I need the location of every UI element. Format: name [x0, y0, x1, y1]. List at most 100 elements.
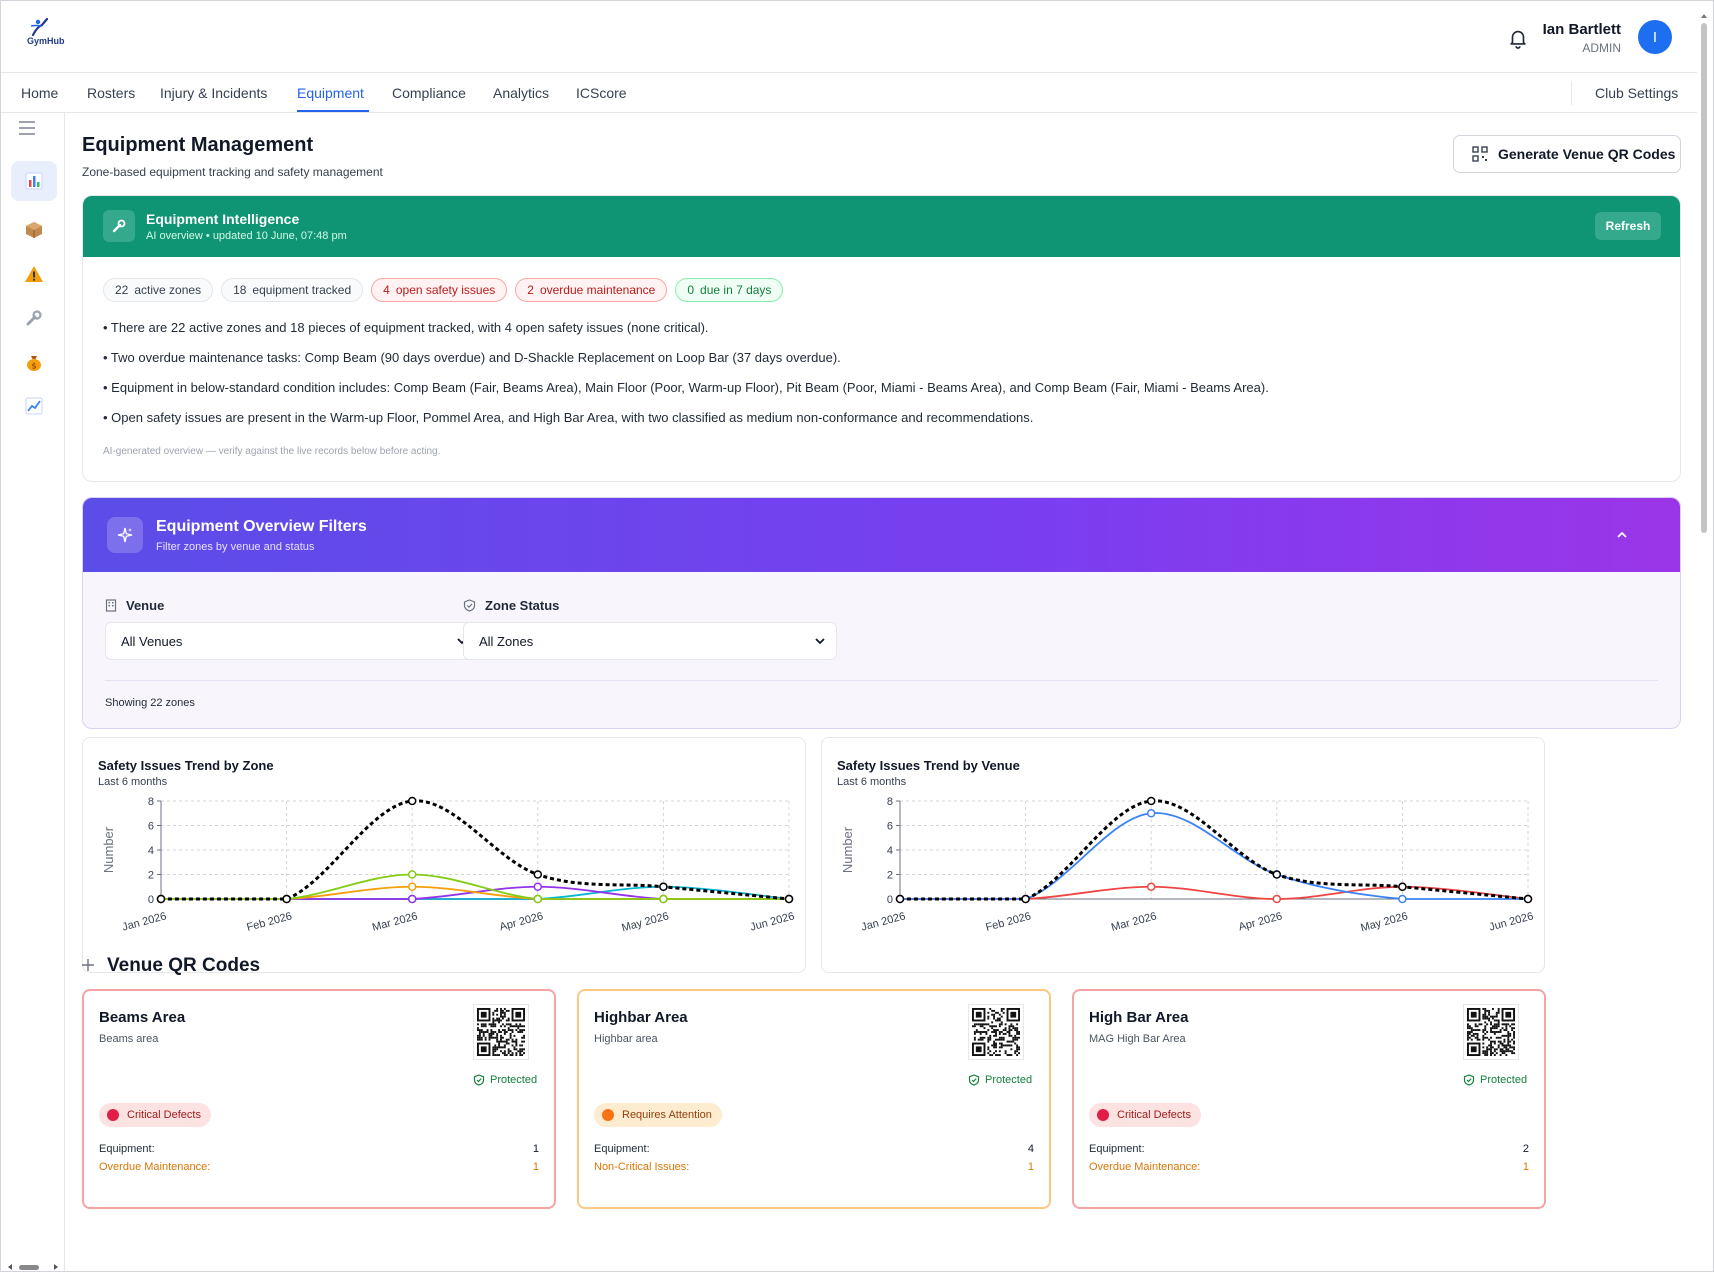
- qr-module: [1490, 1023, 1492, 1026]
- qr-module: [993, 1029, 996, 1032]
- venue-select[interactable]: All Venues: [105, 622, 479, 660]
- qr-module: [1486, 1054, 1489, 1056]
- qr-finder: [515, 1011, 522, 1018]
- sidebar-maintenance[interactable]: [11, 298, 57, 338]
- sidebar-finance[interactable]: $: [11, 342, 57, 382]
- qr-code[interactable]: [1463, 1004, 1519, 1060]
- y-axis-label: Number: [840, 826, 855, 873]
- nav-equipment[interactable]: Equipment: [297, 85, 364, 101]
- sidebar-trends[interactable]: [11, 386, 57, 426]
- chevron-up-icon[interactable]: [1610, 523, 1634, 547]
- gymhub-logo[interactable]: GymHub: [27, 17, 75, 53]
- qr-finder: [975, 1011, 982, 1018]
- qr-module: [1513, 1042, 1515, 1045]
- qr-module: [521, 1044, 524, 1047]
- vertical-scrollbar[interactable]: [1698, 11, 1710, 1263]
- qr-module: [505, 1009, 508, 1012]
- data-point: [784, 894, 794, 904]
- qr-module: [509, 1023, 512, 1026]
- refresh-button[interactable]: Refresh: [1595, 212, 1661, 240]
- venue-card[interactable]: Beams Area Beams area Protected Critical…: [82, 989, 556, 1209]
- qr-module: [1004, 1050, 1007, 1053]
- qr-module: [1484, 1017, 1487, 1020]
- qr-module: [1501, 1048, 1504, 1051]
- qr-module: [1488, 1013, 1491, 1016]
- qr-module: [1016, 1044, 1019, 1047]
- nav-compliance[interactable]: Compliance: [392, 85, 466, 101]
- expand-plus-icon[interactable]: [81, 958, 95, 972]
- nav-rosters[interactable]: Rosters: [87, 85, 136, 101]
- filters-header[interactable]: Equipment Overview Filters Filter zones …: [83, 498, 1680, 572]
- qr-module: [1014, 1034, 1017, 1037]
- qr-module: [1505, 1023, 1508, 1026]
- qr-module: [519, 1023, 522, 1026]
- qr-module: [496, 1009, 499, 1012]
- qr-module: [1501, 1023, 1504, 1026]
- qr-module: [1016, 1036, 1019, 1039]
- qr-code[interactable]: [968, 1004, 1024, 1060]
- qr-module: [490, 1031, 493, 1033]
- nav-injury-incidents[interactable]: Injury & Incidents: [160, 85, 268, 101]
- qr-module: [1490, 1042, 1492, 1045]
- avatar[interactable]: I: [1638, 20, 1672, 54]
- venue-card[interactable]: High Bar Area MAG High Bar Area Protecte…: [1072, 989, 1546, 1209]
- sidebar-equipment[interactable]: [11, 210, 57, 250]
- qr-module: [1018, 1032, 1020, 1035]
- qr-module: [480, 1025, 483, 1028]
- qr-module: [998, 1025, 1001, 1028]
- qr-module: [1482, 1034, 1485, 1037]
- zone-status-select[interactable]: All Zones: [463, 622, 837, 660]
- venue-card[interactable]: Highbar Area Highbar area Protected Requ…: [577, 989, 1051, 1209]
- notification-bell-icon[interactable]: [1507, 27, 1529, 49]
- qr-module: [1509, 1025, 1512, 1028]
- qr-module: [1010, 1040, 1013, 1043]
- chart-title: Safety Issues Trend by Venue: [837, 758, 1020, 773]
- horizontal-scroll-arrows-icon[interactable]: [7, 1262, 61, 1272]
- generate-qr-codes-label: Generate Venue QR Codes: [1498, 146, 1676, 162]
- trend-chart-icon: [25, 397, 43, 415]
- qr-code-icon: [1472, 146, 1488, 162]
- qr-module: [1482, 1017, 1485, 1020]
- qr-module: [987, 1011, 990, 1014]
- sidebar-dashboard[interactable]: [11, 161, 57, 201]
- qr-module: [981, 1023, 984, 1026]
- qr-module: [1501, 1044, 1504, 1047]
- qr-module: [515, 1023, 518, 1026]
- chart-subtitle: Last 6 months: [98, 776, 168, 788]
- scroll-up-arrow-icon[interactable]: [1698, 11, 1710, 21]
- generate-qr-codes-button[interactable]: Generate Venue QR Codes: [1453, 135, 1681, 173]
- qr-code[interactable]: [473, 1004, 529, 1060]
- qr-module: [1016, 1032, 1019, 1035]
- bar-chart-icon: [25, 172, 43, 190]
- qr-module: [496, 1032, 499, 1035]
- qr-module: [977, 1023, 980, 1026]
- qr-module: [503, 1050, 506, 1053]
- scrollbar-thumb[interactable]: [1701, 23, 1707, 533]
- qr-module: [989, 1034, 992, 1037]
- sidebar-safety[interactable]: [11, 254, 57, 294]
- nav-icscore[interactable]: ICScore: [576, 85, 627, 101]
- y-tick-label: 8: [148, 796, 154, 808]
- qr-module: [1000, 1036, 1003, 1039]
- qr-module: [987, 1048, 990, 1051]
- qr-module: [1018, 1046, 1020, 1049]
- qr-module: [1490, 1046, 1492, 1049]
- qr-module: [492, 1031, 495, 1033]
- qr-module: [1472, 1032, 1475, 1035]
- qr-module: [482, 1025, 485, 1028]
- user-name[interactable]: Ian Bartlett: [1542, 21, 1621, 38]
- qr-module: [515, 1042, 518, 1045]
- qr-module: [500, 1025, 502, 1028]
- horizontal-scrollbar[interactable]: [7, 1259, 61, 1272]
- qr-module: [1503, 1052, 1506, 1055]
- menu-icon[interactable]: [19, 121, 35, 139]
- qr-module: [993, 1040, 996, 1043]
- nav-analytics[interactable]: Analytics: [493, 85, 550, 101]
- qr-module: [996, 1054, 999, 1056]
- qr-module: [477, 1034, 479, 1037]
- nav-home[interactable]: Home: [21, 85, 59, 101]
- qr-module: [995, 1034, 997, 1037]
- data-point: [407, 894, 417, 904]
- qr-module: [1472, 1029, 1475, 1032]
- nav-club-settings[interactable]: Club Settings: [1595, 85, 1679, 101]
